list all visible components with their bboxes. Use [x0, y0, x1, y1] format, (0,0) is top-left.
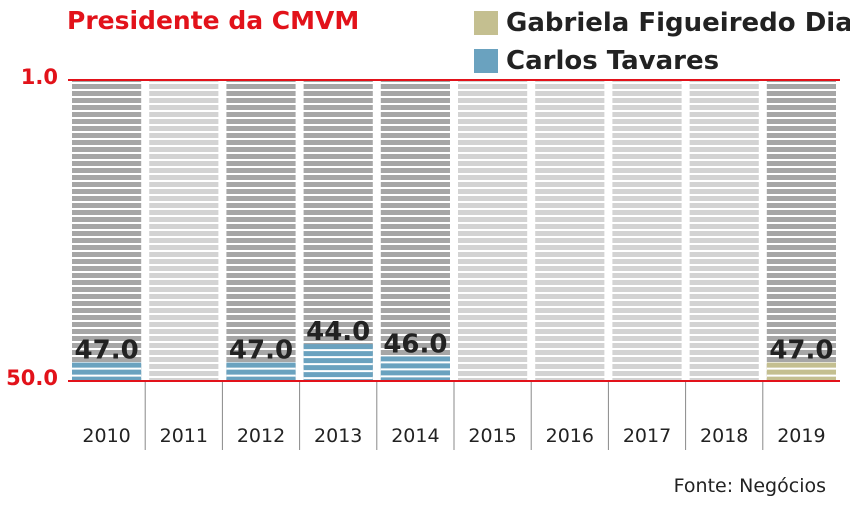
source-note: Fonte: Negócios [673, 475, 826, 497]
x-tick-label-2014: 2014 [391, 425, 439, 447]
column-bg-2013 [303, 80, 373, 381]
chart-title: Presidente da CMVM [67, 6, 360, 35]
y-tick-label-bottom: 50.0 [6, 366, 58, 390]
x-tick-label-2016: 2016 [546, 425, 594, 447]
data-label-2019: 47.0 [769, 336, 833, 366]
x-tick-label-2019: 2019 [777, 425, 825, 447]
column-bg-2010 [72, 80, 142, 381]
x-tick-label-2010: 2010 [82, 425, 130, 447]
data-label-2012: 47.0 [229, 336, 293, 366]
column-bg-2015 [458, 80, 528, 381]
legend-item-gabriela: Gabriela Figueiredo Dias [474, 8, 850, 38]
legend-label-gabriela: Gabriela Figueiredo Dias [506, 8, 850, 38]
column-bg-2017 [612, 80, 682, 381]
column-bg-2016 [535, 80, 605, 381]
data-label-2013: 44.0 [306, 317, 370, 347]
legend-label-carlos: Carlos Tavares [506, 46, 720, 76]
column-bg-2011 [149, 80, 219, 381]
data-label-2010: 47.0 [75, 336, 139, 366]
column-bg-2012 [226, 80, 296, 381]
column-bg-2018 [689, 80, 759, 381]
data-label-2014: 46.0 [383, 329, 447, 359]
legend-swatch-gabriela [474, 11, 498, 35]
y-tick-label-top: 1.0 [21, 65, 58, 89]
column-bg-2014 [380, 80, 450, 381]
x-tick-label-2012: 2012 [237, 425, 285, 447]
x-tick-label-2017: 2017 [623, 425, 671, 447]
x-tick-label-2018: 2018 [700, 425, 748, 447]
x-tick-label-2013: 2013 [314, 425, 362, 447]
x-tick-label-2011: 2011 [160, 425, 208, 447]
legend-item-carlos: Carlos Tavares [474, 46, 719, 76]
legend-swatch-carlos [474, 49, 498, 73]
x-tick-label-2015: 2015 [468, 425, 516, 447]
chart-plot: 47.0 2010 2011 47.0 2012 44.0 2013 46.0 2014 2015… [6, 65, 840, 450]
column-bg-2019 [766, 80, 836, 381]
